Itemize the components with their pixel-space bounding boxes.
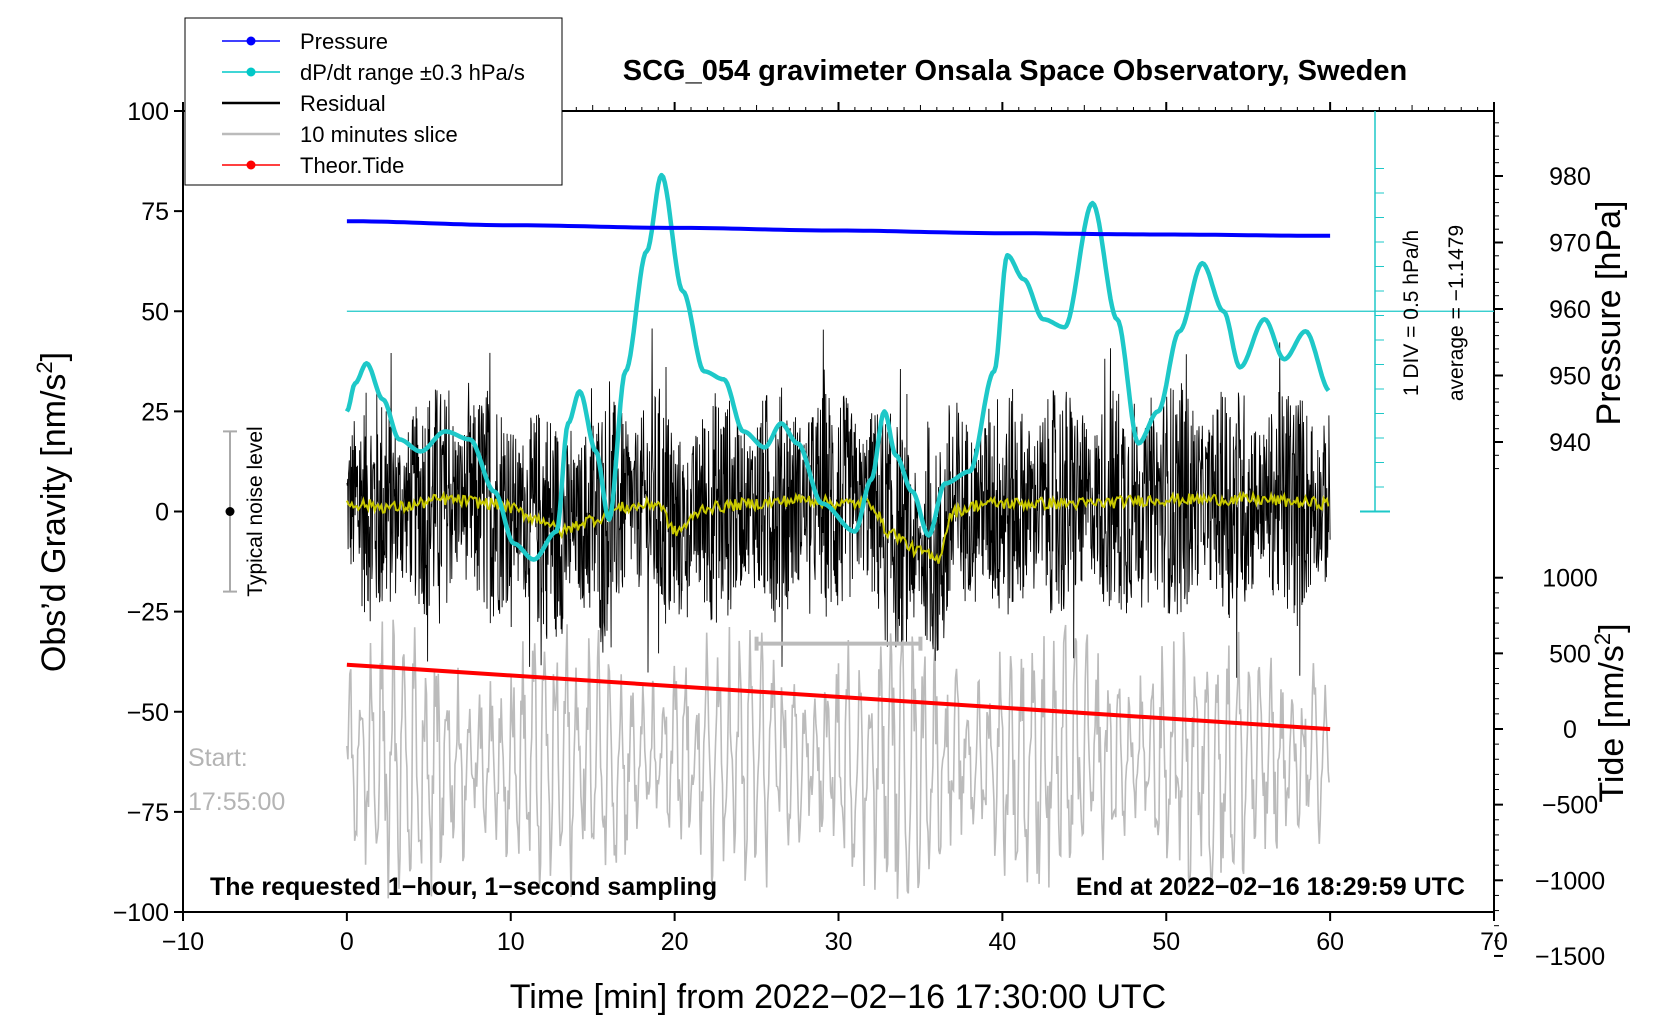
y-axis-gravity: 100 75 50 25 0 −25 −50 −75 −100: [113, 98, 183, 927]
series-10-minutes-slice: [346, 615, 1330, 899]
dpdt-average-label: average = −1.1479: [1445, 225, 1468, 401]
y-axis-label-tide: Tide [nm/s2]: [1590, 623, 1631, 802]
series-theor-tide: [346, 662, 1331, 732]
x-tick-label: 60: [1316, 928, 1344, 956]
y-axis-label-tide-tail: ]: [1593, 623, 1631, 632]
legend: Pressure dP/dt range ±0.3 hPa/s Residual 10…: [184, 17, 563, 186]
y-axis-tide: 1000 500 0 −500 −1000 −1500: [1494, 565, 1605, 971]
y-axis-label-pressure: Pressure [hPa]: [1590, 201, 1628, 426]
noise-level-indicator: [223, 430, 237, 593]
legend-label: Theor.Tide: [300, 153, 404, 178]
x-tick-label: 50: [1152, 928, 1180, 956]
y-axis-label-gravity-sup: 2: [32, 361, 57, 373]
legend-swatch-marker: [246, 160, 256, 170]
y-tick-label: 0: [155, 499, 169, 527]
dpdt-scale-label: 1 DIV = 0.5 hPa/h: [1400, 230, 1423, 396]
y-axis-label-gravity: Obs’d Gravity [nm/s2]: [32, 352, 73, 672]
x-axis-label: Time [min] from 2022−02−16 17:30:00 UTC: [510, 978, 1166, 1016]
series-running-mean: [345, 490, 1330, 564]
x-tick-label: 30: [825, 928, 853, 956]
tide-tick-label: 500: [1549, 640, 1591, 668]
noise-level-label: Typical noise level: [244, 426, 267, 596]
x-tick-label: −10: [162, 928, 204, 956]
pressure-tick-label: 970: [1549, 230, 1591, 258]
footer-left-annotation: The requested 1−hour, 1−second sampling: [210, 873, 717, 901]
y-tick-label: −50: [127, 699, 169, 727]
pressure-tick-label: 980: [1549, 163, 1591, 191]
series-residual: [346, 328, 1331, 678]
series-pressure: [346, 219, 1331, 238]
legend-label: 10 minutes slice: [300, 122, 458, 147]
footer-right-annotation: End at 2022−02−16 18:29:59 UTC: [1076, 873, 1465, 901]
x-tick-label: 0: [340, 928, 354, 956]
y-axis-label-gravity-text: Obs’d Gravity [nm/s: [35, 374, 73, 673]
y-tick-label: −25: [127, 599, 169, 627]
pressure-tick-label: 960: [1549, 296, 1591, 324]
y-axis-label-gravity-tail: ]: [35, 352, 73, 361]
y-tick-label: −75: [127, 799, 169, 827]
y-tick-label: −100: [113, 899, 169, 927]
tide-tick-label: 0: [1563, 716, 1577, 744]
y-axis-label-tide-sup: 2: [1590, 633, 1615, 645]
x-tick-label: 40: [988, 928, 1016, 956]
pressure-tick-label: 940: [1549, 429, 1591, 457]
slice-marker: [754, 636, 923, 651]
y-axis-label-tide-text: Tide [nm/s: [1593, 645, 1631, 802]
legend-label: Residual: [300, 91, 386, 116]
x-tick-label: 10: [497, 928, 525, 956]
legend-box: [184, 17, 563, 186]
start-label: Start:: [188, 744, 248, 772]
y-tick-label: 100: [127, 98, 169, 126]
y-tick-label: 75: [141, 198, 169, 226]
chart-title: SCG_054 gravimeter Onsala Space Observat…: [623, 55, 1407, 87]
y-tick-label: 50: [141, 298, 169, 326]
pressure-tick-label: 950: [1549, 363, 1591, 391]
tide-tick-label: 1000: [1542, 565, 1598, 593]
legend-swatch-marker: [246, 67, 256, 77]
start-time: 17:55:00: [188, 788, 285, 816]
x-axis: −10 0 10 20 30 40 50 60 70: [162, 102, 1508, 956]
tide-tick-label: −1500: [1535, 943, 1605, 971]
y-tick-label: 25: [141, 398, 169, 426]
noise-level-dot: [225, 507, 235, 516]
x-tick-label: 20: [661, 928, 689, 956]
y-axis-pressure: 980 970 960 950 940: [1494, 122, 1591, 470]
series-dpdt-range: [344, 172, 1331, 562]
legend-label: Pressure: [300, 29, 388, 54]
x-tick-label: 70: [1480, 928, 1508, 956]
tide-tick-label: −1000: [1535, 867, 1605, 895]
tide-tick-label: −500: [1542, 792, 1598, 820]
legend-label: dP/dt range ±0.3 hPa/s: [300, 60, 525, 85]
legend-swatch-marker: [246, 36, 256, 46]
